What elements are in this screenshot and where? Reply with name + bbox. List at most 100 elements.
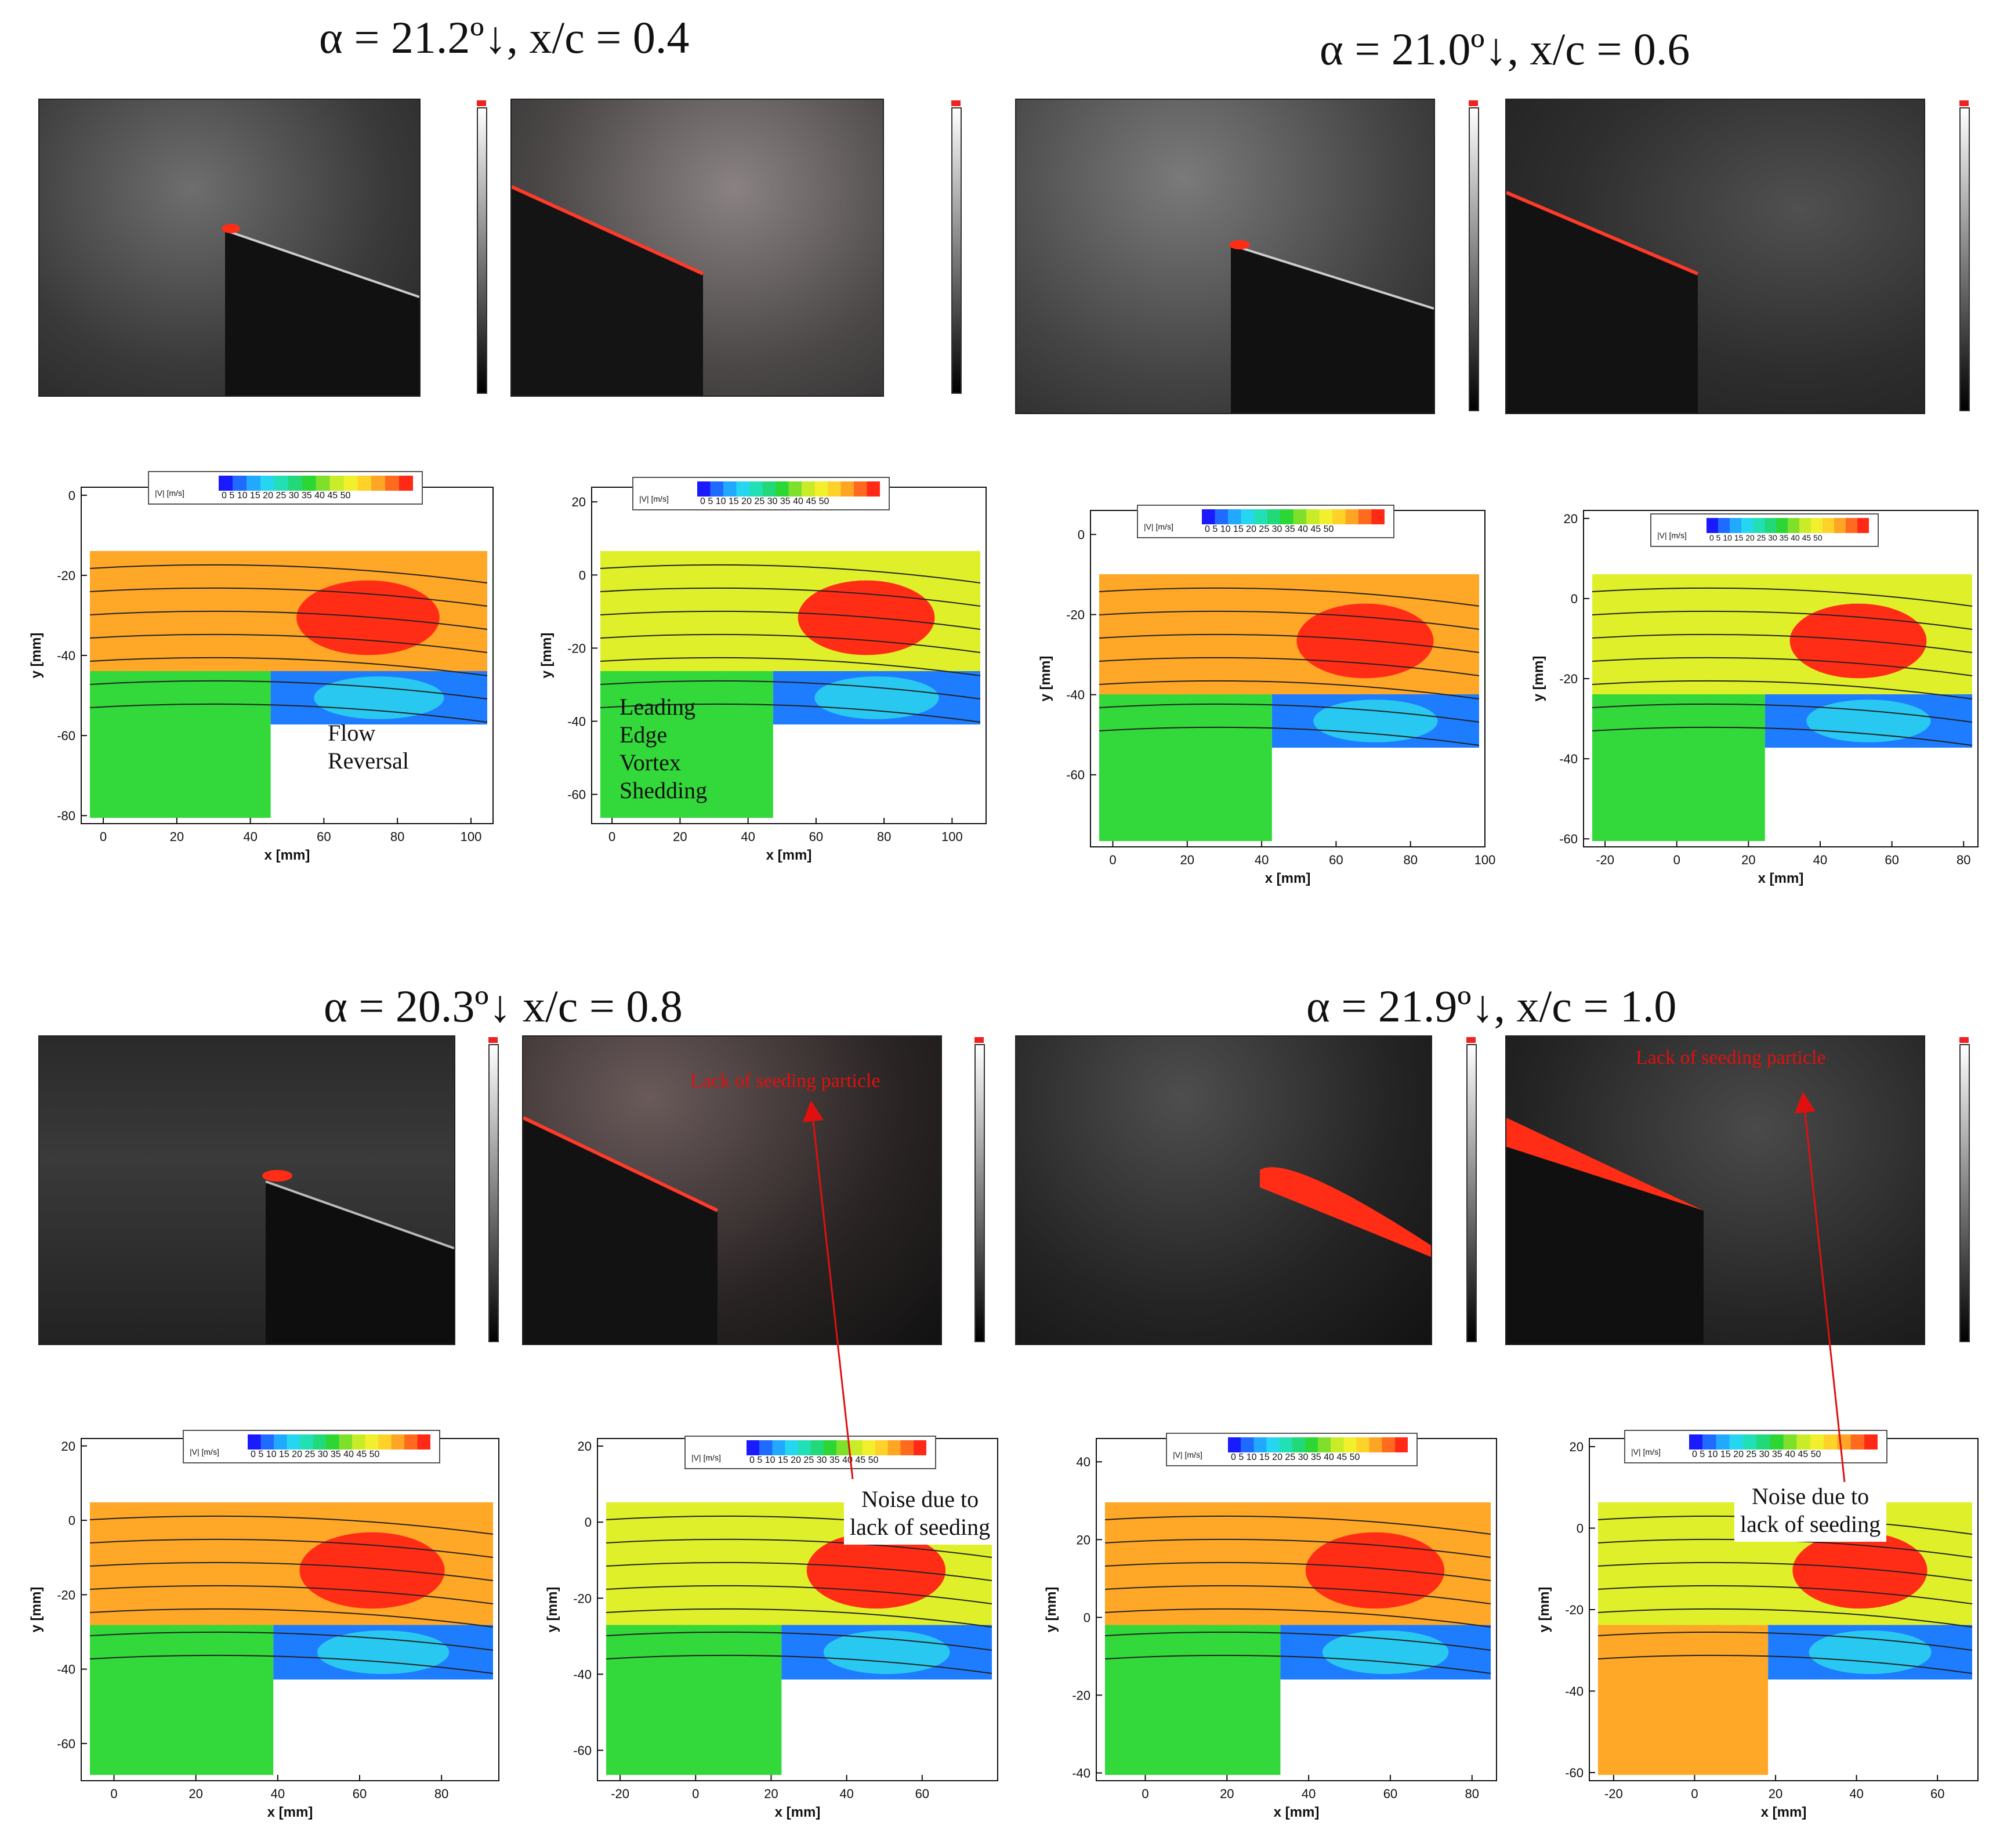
x-tick-label: 60 xyxy=(353,1787,367,1801)
field-highspeed xyxy=(299,1532,445,1609)
y-tick-label: -40 xyxy=(57,1662,75,1677)
streamline xyxy=(1597,1561,1973,1581)
y-tick-label: 0 xyxy=(68,1513,75,1528)
x-tick-label: 20 xyxy=(673,829,687,844)
streamline xyxy=(89,587,488,607)
streamline xyxy=(89,610,488,630)
y-tick-label: -40 xyxy=(567,714,586,729)
panel-title-3: α = 20.3º↓ x/c = 0.8 xyxy=(324,981,683,1031)
velocity-legend-3b: |V| [m/s] 0 5 10 15 20 25 30 35 40 45 50 xyxy=(684,1436,936,1469)
y-tick-label: -20 xyxy=(1066,608,1085,622)
streamline xyxy=(1104,1585,1491,1604)
y-axis-label: y [mm] xyxy=(28,1587,44,1633)
streamline xyxy=(600,564,981,584)
field-lower xyxy=(1598,1625,1769,1775)
y-axis-label: y [mm] xyxy=(1537,1587,1552,1633)
streamline xyxy=(89,1515,494,1535)
y-tick-label: -40 xyxy=(1066,688,1085,702)
y-tick-label: -40 xyxy=(1565,1684,1584,1698)
leading-edge-vortex-label: Leading Edge Vortex Shedding xyxy=(619,694,708,803)
streamline xyxy=(600,610,981,630)
streamline xyxy=(89,1585,494,1604)
y-tick-label: 20 xyxy=(61,1439,75,1454)
y-tick-label: 0 xyxy=(1571,592,1578,606)
x-axis-label: x [mm] xyxy=(775,1804,821,1820)
y-tick-label: 20 xyxy=(1564,512,1578,526)
velocity-legend-3a: |V| [m/s] 0 5 10 15 20 25 30 35 40 45 50 xyxy=(183,1430,440,1463)
field-highspeed xyxy=(1789,603,1927,679)
streamline xyxy=(606,1538,992,1558)
streamline xyxy=(600,657,981,676)
x-axis-label: x [mm] xyxy=(265,847,310,863)
piv-image-1a xyxy=(38,99,421,397)
y-axis-label: y [mm] xyxy=(539,633,555,679)
streamline xyxy=(1592,680,1973,700)
x-tick-label: 40 xyxy=(1255,853,1269,867)
x-tick-label: 60 xyxy=(1930,1787,1944,1801)
y-tick-label: -40 xyxy=(1072,1766,1090,1781)
piv-image-3b xyxy=(522,1035,942,1345)
lack-seeding-label-2: Lack of seeding particle xyxy=(1636,1047,1826,1068)
y-tick-label: -40 xyxy=(573,1667,592,1682)
x-axis-label: x [mm] xyxy=(1274,1804,1320,1820)
x-tick-label: -20 xyxy=(611,1787,629,1801)
streamline xyxy=(1099,633,1480,653)
x-tick-label: 60 xyxy=(317,829,331,844)
x-tick-label: 40 xyxy=(839,1787,853,1801)
x-tick-label: 60 xyxy=(915,1787,929,1801)
streamline xyxy=(1099,726,1480,746)
piv-image-2b xyxy=(1505,99,1925,414)
y-axis-label: y [mm] xyxy=(1044,1587,1059,1633)
streamline xyxy=(1592,703,1973,723)
x-tick-label: 0 xyxy=(608,829,615,844)
piv-image-3a xyxy=(38,1035,455,1345)
field-highspeed xyxy=(1792,1532,1927,1609)
field-vortex xyxy=(314,676,444,719)
streamline xyxy=(89,680,488,700)
streamline xyxy=(1597,1608,1973,1628)
y-tick-label: -40 xyxy=(57,648,75,663)
velocity-plot-2b: -20 0 20 40 60 80 20 0 -20 -40 -60 x [mm] y [mm] xyxy=(1502,481,1995,905)
x-tick-label: 0 xyxy=(692,1787,699,1801)
velocity-plot-2a: 0 20 40 60 80 100 0 -20 -40 -60 x [mm] y [mm] xyxy=(1009,481,1502,905)
streamline xyxy=(1104,1538,1491,1558)
y-tick-label: -60 xyxy=(1559,832,1578,846)
y-tick-label: -20 xyxy=(57,568,75,583)
field-lower xyxy=(90,671,271,818)
y-axis-label: y [mm] xyxy=(28,633,44,679)
y-tick-label: -60 xyxy=(1066,768,1085,782)
field-highspeed xyxy=(296,580,440,655)
x-tick-label: 0 xyxy=(100,829,107,844)
streamline xyxy=(89,703,488,723)
streamline xyxy=(600,633,981,653)
y-tick-label: -20 xyxy=(567,641,586,655)
streamline xyxy=(1099,680,1480,700)
field-highspeed xyxy=(1296,603,1434,679)
velocity-plot-3a: 0 20 40 60 80 20 0 -20 -40 -60 x [mm] y [mm] xyxy=(0,1409,516,1839)
x-tick-label: 0 xyxy=(110,1787,117,1801)
y-tick-label: 0 xyxy=(579,568,586,582)
y-tick-label: -60 xyxy=(1565,1766,1584,1780)
streamline xyxy=(606,1561,992,1581)
velocity-legend-2b: |V| [m/s] 0 5 10 15 20 25 30 35 40 45 50 xyxy=(1650,513,1879,547)
streamline xyxy=(600,680,981,700)
streamline xyxy=(1099,587,1480,607)
field-vortex xyxy=(1806,700,1931,742)
lack-seeding-label-1: Lack of seeding particle xyxy=(690,1070,881,1092)
y-tick-label: 20 xyxy=(1077,1532,1090,1547)
piv-colorbar-4b xyxy=(1959,1037,1970,1342)
y-tick-label: 0 xyxy=(1078,527,1085,542)
x-tick-label: 80 xyxy=(1465,1787,1479,1801)
piv-colorbar-2a xyxy=(1469,100,1479,411)
x-tick-label: 80 xyxy=(1403,853,1417,867)
streamline xyxy=(1597,1654,1973,1674)
piv-colorbar-1a xyxy=(477,100,487,394)
streamline xyxy=(1104,1561,1491,1581)
streamline xyxy=(89,1654,494,1674)
x-axis-label: x [mm] xyxy=(766,847,812,863)
streamline xyxy=(606,1608,992,1628)
streamline xyxy=(1597,1585,1973,1604)
streamline xyxy=(1597,1631,1973,1651)
x-tick-label: -20 xyxy=(1604,1787,1623,1801)
streamline xyxy=(606,1631,992,1651)
